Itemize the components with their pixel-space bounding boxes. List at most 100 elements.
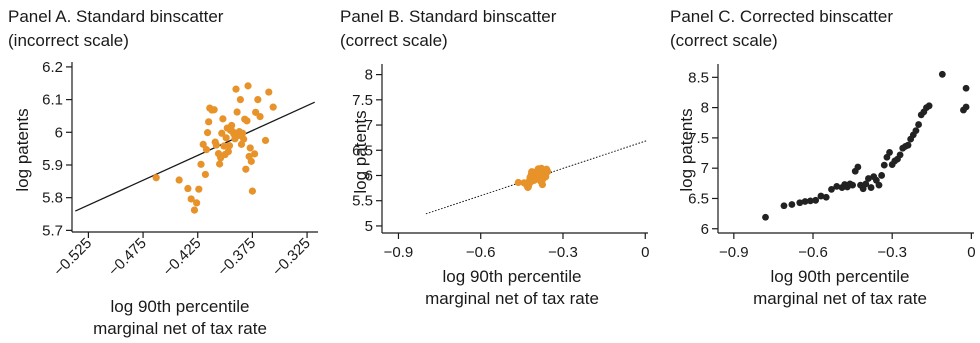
panel-c-data-point (962, 103, 970, 111)
panel-a-plot: 5.7 5.8 5.9 6 6.1 6.2 −0.525 −0.475 −0.425 −0.375… (42, 59, 318, 280)
panel-a-x-axis-label-line2: marginal net of tax rate (93, 319, 267, 338)
panel-b-y-tick-label: 5 (365, 218, 373, 235)
panel-a-data-point (220, 142, 228, 150)
panel-b-x-axis-label-line2: marginal net of tax rate (425, 289, 599, 308)
panel-a-x-tick-label: −0.475 (105, 235, 150, 280)
panel-c-subtitle: (correct scale) (670, 31, 778, 50)
panel-a-data-point (190, 206, 199, 214)
panel-c-y-tick-label: 8 (701, 100, 709, 117)
panel-a-data-point (232, 85, 240, 93)
panel-a-y-tick-label: 5.9 (42, 157, 63, 174)
panel-b-y-tick-label: 5.5 (352, 193, 373, 210)
panel-c-x-tick-label: −0.9 (719, 244, 749, 261)
panel-a-data-point (236, 95, 244, 104)
panel-b-title: Panel B. Standard binscatter (340, 7, 557, 26)
panel-c-data-point (849, 181, 856, 189)
panel-a-data-point (218, 129, 226, 137)
panel-a-data-point (247, 157, 255, 165)
panel-b-y-tick-label: 7 (365, 117, 373, 134)
panel-a-data-point (269, 103, 277, 111)
panel-c-data-point (915, 121, 922, 128)
panel-a-data-point (203, 129, 212, 137)
panel-a-y-tick-label: 6.2 (42, 59, 63, 76)
panel-c: Panel C. Corrected binscatter (correct s… (662, 0, 980, 343)
panel-c-data-point (862, 180, 870, 188)
panel-a-data-point (197, 160, 205, 168)
panel-b-x-axis-label-line1: log 90th percentile (442, 267, 582, 286)
panel-c-data-point (806, 197, 814, 205)
panel-c-y-tick-label: 6 (701, 221, 709, 238)
panel-a-data-point (202, 146, 211, 154)
panel-a-data-point (193, 199, 201, 207)
panel-a-y-tick-label: 6.1 (42, 92, 63, 109)
panel-c-plot: 6 6.5 7 7.5 8 8.5 −0.9 −0.6 −0.3 0 (688, 64, 976, 261)
panel-a-data-point (216, 160, 224, 168)
panel-b-data-point (538, 180, 547, 189)
panel-a-data-point (243, 117, 251, 125)
panel-c-data-point (875, 181, 883, 189)
panel-a-title: Panel A. Standard binscatter (8, 7, 224, 26)
panel-c-data-point (886, 149, 893, 156)
panel-a-data-point (222, 134, 230, 142)
panel-a-x-tick-label: −0.375 (214, 235, 259, 280)
panel-c-x-axis-label-line2: marginal net of tax rate (753, 289, 927, 308)
panel-a-data-point (225, 142, 234, 150)
panel-a-y-tick-label: 6 (55, 124, 63, 141)
panel-b-y-tick-label: 6 (365, 167, 373, 184)
panel-a: Panel A. Standard binscatter (incorrect … (0, 0, 330, 343)
panel-a-fit-line (75, 101, 315, 212)
panel-b-x-tick-label: −0.9 (384, 244, 414, 261)
panel-a-data-point (212, 141, 220, 149)
panel-a-data-point (175, 176, 183, 184)
panel-a-y-tick-label: 5.7 (42, 222, 63, 239)
panel-b-data-point (514, 178, 522, 187)
panel-b-x-tick-label: −0.3 (548, 244, 578, 261)
panel-a-data-point (248, 187, 256, 195)
panel-a-data-point (254, 95, 262, 104)
panel-a-x-tick-label: −0.525 (50, 235, 95, 280)
panel-c-x-tick-label: −0.3 (877, 244, 907, 261)
panel-c-data-point (812, 196, 820, 204)
panel-c-data-point (762, 213, 769, 221)
panel-c-y-tick-label: 7.5 (688, 130, 709, 147)
panel-b-plot: 5 5.5 6 6.5 7 7.5 8 −0.9 −0.6 −0.3 0 (352, 64, 649, 261)
panel-c-data-point (817, 192, 825, 200)
panel-a-data-point (265, 88, 273, 96)
panel-c-data-point (788, 201, 796, 208)
panel-c-data-point (912, 127, 920, 135)
panel-a-data-point (187, 195, 195, 203)
panel-a-subtitle: (incorrect scale) (8, 31, 129, 50)
panel-c-x-tick-label: −0.6 (798, 244, 828, 261)
panel-c-data-point (833, 182, 841, 190)
panel-c-data-point (904, 141, 912, 149)
panel-c-data-point (878, 172, 886, 179)
panel-c-x-axis-label-line1: log 90th percentile (770, 267, 910, 286)
panel-b-x-tick-label: −0.6 (466, 244, 496, 261)
panel-a-data-point (244, 82, 252, 90)
panel-c-data-point (938, 70, 946, 78)
panel-a-data-point (261, 136, 270, 145)
panel-b-y-tick-label: 6.5 (352, 142, 373, 159)
panel-c-data-point (896, 151, 904, 159)
panel-a-data-point (195, 185, 203, 193)
panel-c-data-point (865, 175, 872, 182)
panel-b: Panel B. Standard binscatter (correct sc… (332, 0, 662, 343)
panel-c-y-tick-label: 6.5 (688, 190, 709, 207)
panel-c-x-tick-label: 0 (967, 244, 975, 261)
panel-b-x-tick-label: 0 (641, 244, 649, 261)
panel-b-y-tick-label: 8 (365, 67, 373, 84)
panel-a-data-point (201, 170, 209, 179)
panel-a-data-point (256, 112, 264, 121)
panel-a-x-axis-label-line1: log 90th percentile (110, 297, 250, 316)
panel-a-data-point (205, 118, 213, 126)
panel-c-data-point (880, 161, 888, 169)
panel-a-data-point (228, 121, 236, 130)
panel-c-data-point (867, 184, 875, 191)
panel-a-data-point (184, 184, 192, 193)
panel-a-data-point (246, 144, 254, 152)
panel-b-y-tick-label: 7.5 (352, 92, 373, 109)
panel-c-data-point (822, 193, 830, 201)
panel-c-data-point (801, 198, 809, 205)
panel-a-data-point (210, 106, 218, 114)
